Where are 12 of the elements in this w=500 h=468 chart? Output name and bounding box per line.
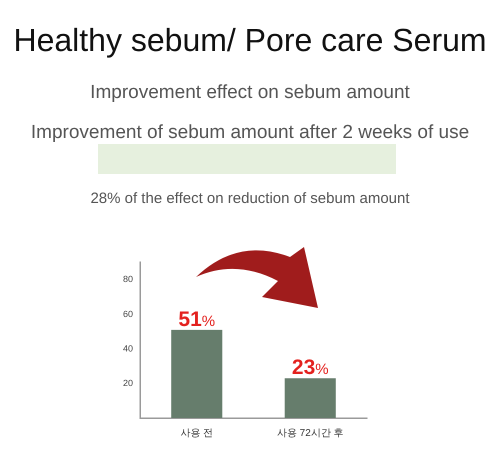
chart-subtitle: Improvement effect on sebum amount [89, 82, 411, 105]
y-tick-label: 60 [122, 308, 133, 319]
x-tick-label: 사용 72시간 후 [276, 428, 344, 439]
data-label: 23% [292, 356, 329, 380]
y-tick-label: 20 [122, 378, 133, 388]
y-tick-label: 80 [122, 274, 133, 284]
x-tick-label: 사용 전 [180, 428, 214, 439]
text: Improvement of sebum amount after 2 weeks of use [30, 122, 470, 145]
text: 28% of the effect on reduction of sebum amount [89, 190, 411, 208]
data-label: 51% [178, 308, 216, 331]
y-tick-label: 40 [122, 343, 133, 354]
chart-title: Healthy sebum/ Pore care Serum [12, 21, 488, 60]
